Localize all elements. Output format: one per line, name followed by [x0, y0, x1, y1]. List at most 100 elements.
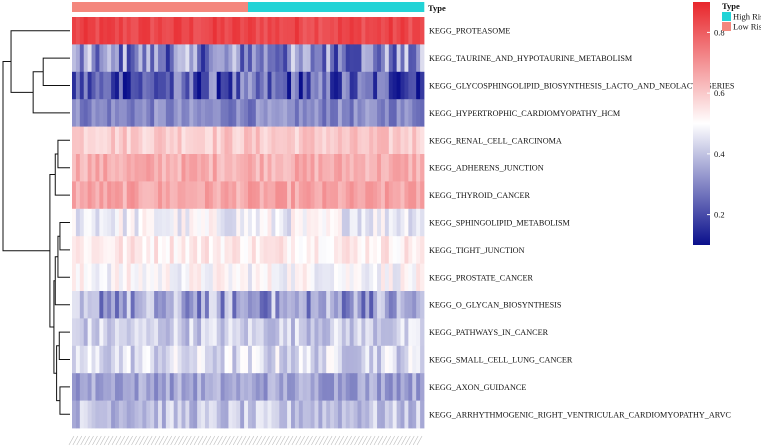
- heatmap-cell: [416, 373, 421, 401]
- heatmap-cell: [314, 71, 319, 100]
- heatmap-cell: [189, 263, 194, 292]
- heatmap-cell: [122, 400, 128, 429]
- heatmap-cell: [220, 373, 225, 401]
- heatmap-cell: [361, 154, 366, 182]
- heatmap-cell: [236, 400, 241, 429]
- heatmap-cell: [87, 17, 92, 45]
- heatmap-cell: [75, 208, 81, 237]
- heatmap-cell: [302, 99, 308, 127]
- heatmap-cell: [236, 345, 241, 374]
- heatmap-cell: [244, 291, 249, 319]
- heatmap-cell: [263, 181, 268, 210]
- heatmap-cell: [216, 181, 222, 210]
- heatmap-cell: [412, 345, 417, 374]
- heatmap-cell: [115, 318, 120, 347]
- heatmap-cell: [337, 17, 343, 45]
- heatmap-cell: [392, 291, 398, 319]
- heatmap-cell: [216, 345, 222, 374]
- heatmap-cell: [302, 373, 308, 401]
- heatmap-cell: [87, 208, 92, 237]
- heatmap-cell: [103, 318, 108, 347]
- heatmap-cell: [193, 345, 198, 374]
- heatmap-cell: [345, 400, 351, 429]
- heatmap-cell: [275, 345, 280, 374]
- heatmap-cell: [111, 373, 116, 401]
- heatmap-cell: [388, 17, 394, 45]
- heatmap-cell: [322, 154, 327, 182]
- heatmap-cell: [165, 373, 171, 401]
- heatmap-cell: [173, 318, 178, 347]
- heatmap-cell: [267, 345, 272, 374]
- heatmap-cell: [396, 373, 401, 401]
- heatmap-cell: [345, 208, 351, 237]
- heatmap-cell: [361, 345, 366, 374]
- heatmap-cell: [396, 44, 401, 73]
- heatmap-cell: [99, 17, 104, 45]
- heatmap-cell: [212, 236, 218, 264]
- heatmap-cell: [412, 263, 417, 292]
- heatmap-cell: [193, 99, 198, 127]
- column-tick-label: [358, 435, 364, 446]
- heatmap-cell: [369, 345, 374, 374]
- heatmap-cell: [79, 291, 85, 319]
- heatmap-cell: [291, 236, 296, 264]
- heatmap-cell: [408, 17, 413, 45]
- heatmap-cell: [275, 99, 280, 127]
- heatmap-cell: [326, 373, 331, 401]
- heatmap-cell: [103, 154, 108, 182]
- heatmap-cell: [361, 71, 366, 100]
- heatmap-cell: [118, 263, 124, 292]
- heatmap-cell: [380, 236, 386, 264]
- row-label: KEGG_ADHERENS_JUNCTION: [429, 164, 544, 173]
- heatmap-cell: [275, 208, 280, 237]
- heatmap-cell: [404, 181, 409, 210]
- heatmap-cell: [361, 400, 366, 429]
- heatmap-cell: [248, 71, 253, 100]
- heatmap-cell: [126, 181, 132, 210]
- heatmap-cell: [193, 208, 198, 237]
- heatmap-cell: [267, 291, 272, 319]
- heatmap-cell: [353, 400, 358, 429]
- heatmap-cell: [341, 345, 347, 374]
- heatmap-cell: [384, 44, 390, 73]
- heatmap-cell: [365, 400, 370, 429]
- heatmap-cell: [134, 318, 139, 347]
- heatmap-cell: [384, 373, 390, 401]
- heatmap-cell: [150, 400, 155, 429]
- heatmap-cell: [204, 373, 210, 401]
- heatmap-cell: [267, 126, 272, 155]
- column-tick-label: [236, 435, 243, 446]
- heatmap-cell: [334, 318, 339, 347]
- heatmap-cell: [115, 236, 120, 264]
- row-label: KEGG_THYROID_CANCER: [429, 191, 531, 200]
- heatmap-cell: [244, 126, 249, 155]
- heatmap-cell: [337, 181, 343, 210]
- heatmap-cell: [103, 373, 108, 401]
- heatmap-cell: [326, 291, 331, 319]
- heatmap-cell: [181, 44, 186, 73]
- heatmap-cell: [83, 71, 89, 100]
- heatmap-cell: [138, 17, 143, 45]
- heatmap-cell: [118, 17, 124, 45]
- heatmap-cell: [208, 154, 214, 182]
- heatmap-cell: [416, 208, 421, 237]
- heatmap-cell: [185, 181, 190, 210]
- heatmap-cell: [83, 318, 89, 347]
- heatmap-cell: [79, 99, 85, 127]
- heatmap-cell: [240, 181, 245, 210]
- heatmap-cell: [95, 71, 100, 100]
- column-tick-label: [412, 435, 419, 446]
- column-tick-label: [68, 435, 75, 446]
- heatmap-cell: [232, 154, 237, 182]
- heatmap-cell: [220, 126, 225, 155]
- heatmap-cell: [193, 373, 198, 401]
- heatmap-cell: [377, 318, 382, 347]
- heatmap-cell: [279, 400, 284, 429]
- heatmap-cell: [161, 181, 167, 210]
- heatmap-cell: [318, 154, 323, 182]
- heatmap-cell: [224, 345, 229, 374]
- heatmap-cell: [392, 400, 398, 429]
- dendrogram-branch: [58, 331, 70, 360]
- heatmap-cell: [208, 291, 214, 319]
